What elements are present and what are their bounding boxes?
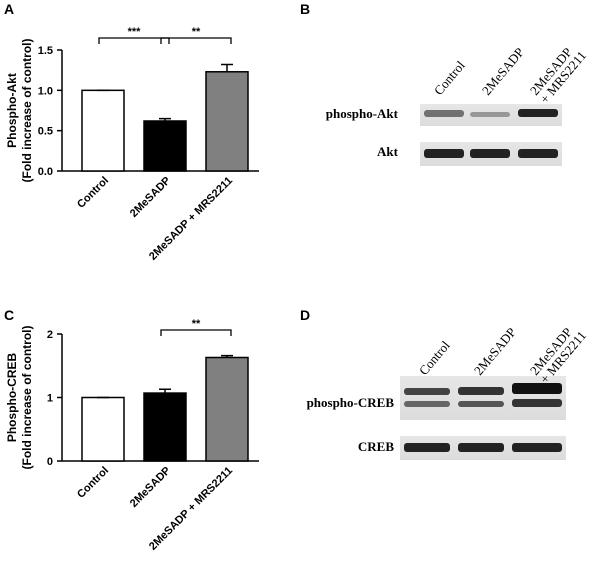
error-bar	[159, 117, 171, 121]
bar	[205, 356, 249, 462]
significance-label: ***	[128, 26, 142, 38]
significance-bracket	[160, 37, 232, 44]
row-label: phospho-Akt	[326, 106, 399, 121]
significance-bracket	[160, 329, 232, 336]
lane-label: 2MeSADP	[471, 325, 519, 378]
bar	[81, 89, 125, 172]
panel-letter: B	[300, 1, 310, 17]
y-tick-label: 0.5	[38, 126, 53, 138]
bar	[143, 120, 187, 172]
error-bar	[159, 388, 171, 394]
panel-letter: C	[4, 307, 14, 323]
x-tick-label: Control	[75, 465, 111, 501]
panel-letter: A	[4, 1, 14, 17]
significance-bracket	[98, 37, 170, 44]
error-bar	[221, 354, 233, 358]
y-axis-label: Phospho-Akt	[5, 73, 19, 148]
lane-label-line: Control	[416, 338, 453, 378]
blot-b	[420, 104, 562, 166]
y-tick-label: 1.0	[38, 85, 53, 97]
row-label: phospho-CREB	[307, 395, 395, 410]
bar	[143, 392, 187, 462]
lane-label-line: 2MeSADP	[479, 45, 527, 98]
y-axis-label: (Fold increase of control)	[20, 325, 34, 469]
bar	[81, 396, 125, 462]
lane-label: Control	[416, 338, 453, 378]
row-label: CREB	[358, 439, 394, 454]
lane-label-line: Control	[431, 58, 468, 98]
significance-label: **	[192, 318, 201, 330]
lane-label: Control	[431, 58, 468, 98]
error-bar	[221, 63, 233, 72]
x-tick-label: 2MeSADP	[128, 465, 173, 510]
significance-label: **	[192, 26, 201, 38]
y-tick-label: 2	[47, 329, 53, 341]
y-tick-label: 0	[47, 456, 53, 468]
panel-letter: D	[300, 307, 310, 323]
row-label: Akt	[377, 144, 399, 159]
lane-label: 2MeSADP+ MRS2211	[527, 40, 589, 107]
y-tick-label: 0.0	[38, 166, 53, 178]
x-tick-label: 2MeSADP	[128, 175, 173, 220]
lane-label-line: 2MeSADP	[471, 325, 519, 378]
y-axis-label: Phospho-CREB	[5, 353, 19, 443]
blot-d	[400, 376, 566, 460]
lane-label: 2MeSADP	[479, 45, 527, 98]
y-tick-label: 1.5	[38, 45, 53, 57]
y-axis-label: (Fold increase of control)	[20, 38, 34, 182]
x-tick-label: Control	[75, 175, 111, 211]
bar	[205, 71, 249, 172]
y-tick-label: 1	[47, 393, 53, 405]
